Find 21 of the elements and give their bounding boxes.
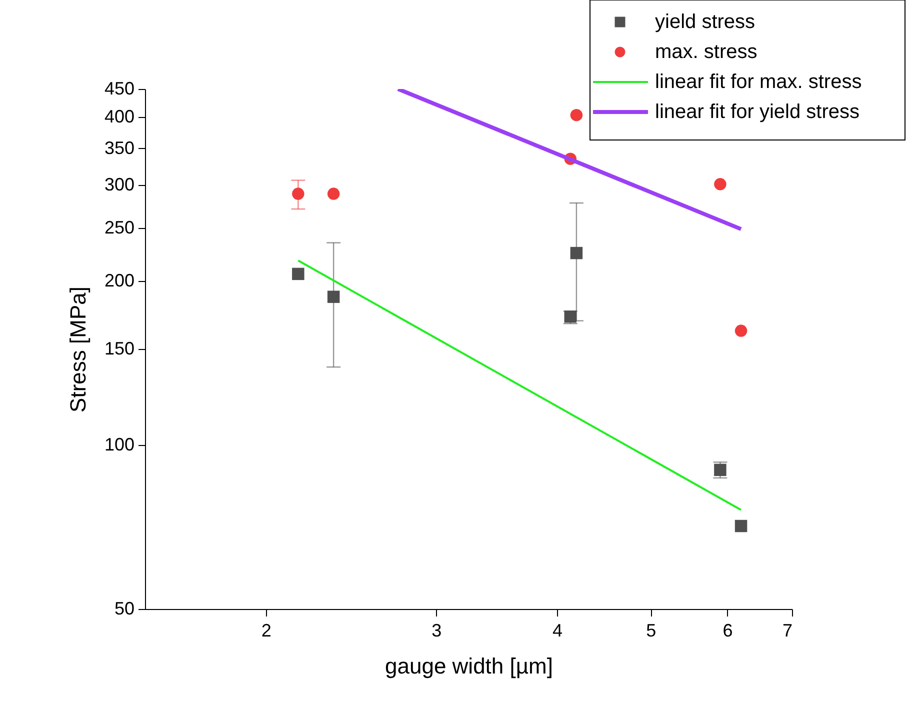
x-tick-label: 6 — [722, 620, 733, 640]
x-tick-label: 2 — [261, 620, 272, 640]
y-tick-label: 150 — [104, 338, 134, 358]
y-tick-label: 200 — [104, 270, 134, 290]
y-tick-label: 400 — [104, 106, 134, 126]
y-tick-label: 50 — [114, 598, 134, 618]
y-tick-label: 100 — [104, 434, 134, 454]
x-tick-label: 7 — [782, 620, 792, 640]
legend-label: yield stress — [655, 11, 756, 33]
legend-label: linear fit for max. stress — [655, 71, 862, 93]
x-tick-label: 4 — [552, 620, 562, 640]
y-tick-label: 350 — [104, 138, 134, 158]
x-axis-title: gauge width [µm] — [385, 654, 553, 678]
legend-label: max. stress — [655, 41, 758, 63]
x-tick-label: 3 — [432, 620, 442, 640]
y-tick-label: 250 — [104, 218, 134, 238]
y-axis-title: Stress [MPa] — [65, 286, 90, 412]
y-tick-label: 300 — [104, 174, 134, 194]
x-tick-label: 5 — [646, 620, 656, 640]
legend-label: linear fit for yield stress — [655, 101, 860, 123]
y-tick-label: 450 — [104, 78, 134, 98]
